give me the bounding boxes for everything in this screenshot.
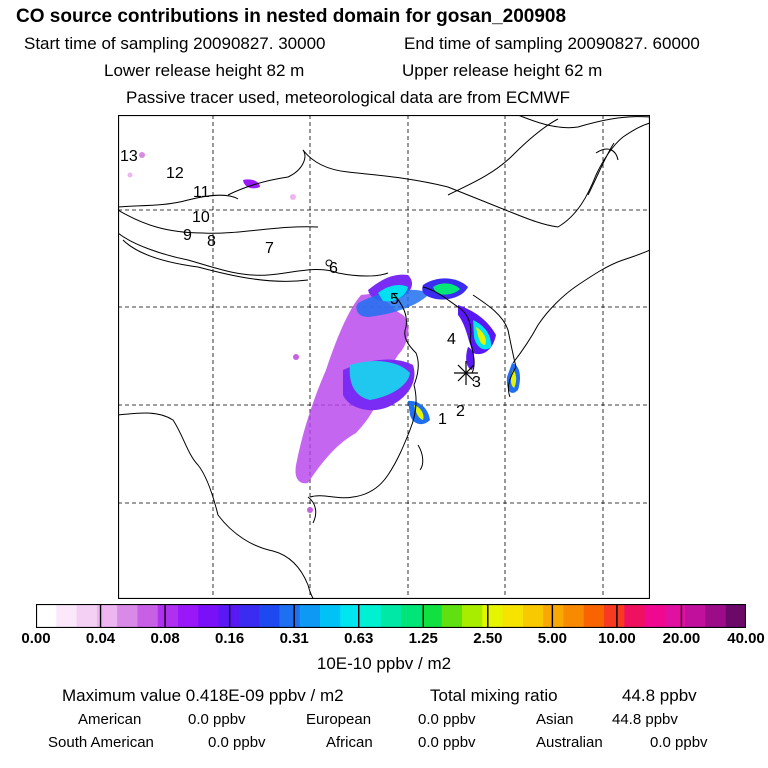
colorbar-cell	[502, 604, 524, 628]
region-asian-value: 44.8 ppbv	[612, 711, 678, 728]
colorbar-cell	[259, 604, 281, 628]
max-value-label: Maximum value 0.418E-09 ppbv / m2	[62, 686, 344, 705]
colorbar-cell	[76, 604, 98, 628]
region-south-american-value: 0.0 ppbv	[208, 734, 266, 751]
colorbar-cell	[157, 604, 179, 628]
colorbar-tick-label: 0.00	[21, 630, 51, 647]
trajectory-label-12: 12	[166, 165, 184, 182]
colorbar-cell	[178, 604, 199, 628]
page-title: CO source contributions in nested domain…	[16, 6, 567, 27]
colorbar-tick-label: 0.04	[85, 630, 116, 647]
colorbar-tick-label: 0.31	[279, 630, 309, 647]
region-australian-label: Australian	[536, 734, 603, 751]
colorbar-cell	[604, 604, 625, 628]
colorbar-tick-label: 10.00	[598, 630, 636, 647]
colorbar-cell	[96, 604, 118, 628]
colorbar-cell	[380, 604, 402, 628]
trajectory-label-13: 13	[120, 148, 138, 165]
trajectory-labels: 13 12 11 10 9 8 7 6 5 4 3 2 1	[120, 148, 481, 428]
colorbar-cell	[563, 604, 585, 628]
colorbar-tick-label: 1.25	[408, 630, 438, 647]
total-mixing-label: Total mixing ratio	[430, 686, 558, 705]
colorbar-cell	[543, 604, 565, 628]
colorbar-cell	[441, 604, 463, 628]
colorbar-cell	[340, 604, 362, 628]
trajectory-label-2: 2	[456, 403, 465, 420]
colorbar-cell	[644, 604, 666, 628]
colorbar-tick-label: 0.16	[215, 630, 245, 647]
trajectory-label-1: 1	[438, 411, 447, 428]
lower-release-label: Lower release height 82 m	[104, 61, 305, 80]
coastlines	[118, 115, 650, 599]
colorbar-tick-label: 2.50	[473, 630, 503, 647]
region-african-label: African	[326, 734, 373, 751]
concentration-plume	[127, 152, 520, 513]
trajectory-label-6: 6	[329, 260, 338, 277]
trajectory-label-10: 10	[192, 209, 210, 226]
colorbar-cell	[137, 604, 159, 628]
colorbar-cell	[198, 604, 220, 628]
region-asian-label: Asian	[536, 711, 574, 728]
colorbar-tick-label: 0.08	[150, 630, 180, 647]
trajectory-label-5: 5	[390, 291, 399, 308]
upper-release-label: Upper release height 62 m	[402, 61, 603, 80]
colorbar-tick-labels: 0.00 0.04 0.08 0.16 0.31 0.63 1.25 2.50 …	[0, 630, 768, 652]
trajectory-label-8: 8	[207, 233, 216, 250]
colorbar-cell	[482, 604, 504, 628]
colorbar-tick-label: 5.00	[537, 630, 567, 647]
colorbar-cells	[36, 604, 746, 628]
colorbar-cell	[36, 604, 57, 628]
trajectory-label-11: 11	[193, 184, 210, 201]
colorbar-cell	[320, 604, 341, 628]
tracer-note: Passive tracer used, meteorological data…	[126, 88, 571, 107]
start-time-label: Start time of sampling 20090827. 30000	[24, 34, 326, 53]
colorbar-cell	[117, 604, 139, 628]
trajectory-label-7: 7	[265, 240, 274, 257]
colorbar-cell	[462, 604, 483, 628]
release-site-marker	[454, 361, 478, 385]
total-mixing-value: 44.8 ppbv	[622, 686, 697, 705]
trajectory-label-3: 3	[472, 374, 481, 391]
colorbar-cell	[685, 604, 707, 628]
trajectory-label-9: 9	[183, 227, 192, 244]
colorbar-cell	[725, 604, 746, 628]
colorbar	[36, 604, 746, 628]
region-south-american-label: South American	[48, 734, 154, 751]
colorbar-cell	[401, 604, 423, 628]
plume-spot	[139, 152, 145, 158]
colorbar-cell	[360, 604, 382, 628]
colorbar-cell	[705, 604, 727, 628]
map-panel: 13 12 11 10 9 8 7 6 5 4 3 2 1	[118, 115, 650, 599]
colorbar-tick-label: 20.00	[662, 630, 701, 647]
colorbar-dividers	[99, 604, 683, 628]
colorbar-cell	[522, 604, 544, 628]
colorbar-units: 10E-10 ppbv / m2	[316, 654, 452, 673]
colorbar-cell	[238, 604, 260, 628]
colorbar-frame	[36, 604, 746, 628]
colorbar-cell	[664, 604, 686, 628]
region-american-value: 0.0 ppbv	[188, 711, 246, 728]
region-african-value: 0.0 ppbv	[418, 734, 476, 751]
region-australian-value: 0.0 ppbv	[650, 734, 708, 751]
trajectory-label-4: 4	[447, 331, 456, 348]
trajectory-point-6	[325, 259, 333, 267]
colorbar-tick-label: 40.00	[727, 630, 765, 647]
colorbar-cell	[583, 604, 605, 628]
colorbar-cell	[624, 604, 646, 628]
colorbar-tick-label: 0.63	[344, 630, 374, 647]
colorbar-cell	[421, 604, 443, 628]
region-european-label: European	[306, 711, 372, 728]
colorbar-cell	[56, 604, 78, 628]
colorbar-cell	[299, 604, 321, 628]
region-american-label: American	[78, 711, 142, 728]
region-european-value: 0.0 ppbv	[418, 711, 476, 728]
end-time-label: End time of sampling 20090827. 60000	[404, 34, 700, 53]
colorbar-cell	[279, 604, 301, 628]
